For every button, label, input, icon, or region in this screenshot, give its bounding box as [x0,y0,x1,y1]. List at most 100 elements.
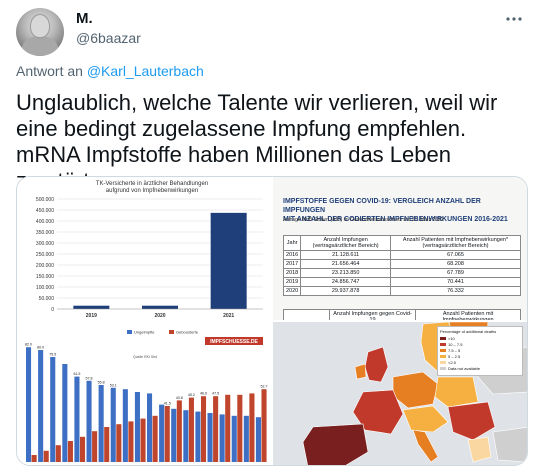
media-image-4[interactable]: Percentage of additional deaths >10 10 – … [273,322,527,465]
author-handle[interactable]: @6baazar [76,30,141,46]
chart1-bar [210,212,247,309]
chart3-legend-swatch-blue [127,330,132,334]
chart3-bar-unvaccinated [26,347,32,462]
avatar[interactable] [16,8,64,56]
vaccination-table-footer: Anzahl Impfungen gegen Covid-19 Anzahl P… [283,309,521,320]
table-footer-row: Anzahl Impfungen gegen Covid-19 Anzahl P… [283,309,521,320]
chart3-bar-unvaccinated [134,392,140,462]
table-cell-year: 2016 [282,250,302,260]
chart3-label-unvaccinated: 55.8 [98,381,105,385]
table-title-line1: IMPFSTOFFE GEGEN COVID-19: VERGLEICH ANZ… [283,198,481,214]
chart1-title: TK-Versicherte in ärztlicher Behandlunge… [57,181,247,195]
map-legend-label: >10 [448,336,455,341]
map-legend-swatch [440,367,446,370]
reply-context: Antwort an @Karl_Lauterbach [16,63,204,79]
chart3-bar-unvaccinated [86,380,92,462]
chart3-bar-boosted [67,441,73,462]
table-row: 2017 21.656.464 68.208 [282,259,521,269]
map-legend-label: 5 – 2.5 [448,354,461,359]
chart3-bar-unvaccinated [243,415,249,462]
table-row: 2016 21.128.611 67.065 [282,250,521,260]
table-header-patients: Anzahl Patienten mit Impfnebenwirkungen*… [390,235,521,251]
chart3-bar-boosted [261,389,267,462]
table-cell-year: 2018 [282,268,302,278]
table-cell-patients: 67.065 [390,250,521,260]
map-legend-item: 10 – 7.5 [440,342,520,348]
chart3-label-unvaccinated: 82.0 [25,343,32,347]
chart1-ytick: 300.000 [36,241,54,247]
chart3-bar-unvaccinated [122,389,128,462]
chart3-bar-unvaccinated [231,415,237,462]
chart3-bar-unvaccinated [110,387,116,462]
map-legend: Percentage of additional deaths >10 10 – … [437,326,523,376]
table-cell-year: 2019 [282,277,302,287]
author-name[interactable]: M. [76,10,93,27]
chart1-svg: 500.000 450.000 400.000 350.000 300.000 250.0… [36,197,263,319]
table-footer-left: Anzahl Impfungen gegen Covid-19 [328,309,417,320]
map-legend-label: Data not available [448,366,481,371]
table-cell-year: 2020 [282,286,302,296]
chart3-bar-boosted [152,415,158,462]
chart3-bar-unvaccinated [147,393,153,462]
reply-prefix: Antwort an [16,63,83,79]
chart3-bar-boosted [225,394,231,462]
chart3-label-boosted: 43.8 [176,396,183,400]
chart3-bar-boosted [104,427,110,462]
chart3-bar-boosted [128,421,134,462]
table-cell-patients: 68.208 [390,259,521,269]
table-subtitle: Anfrage MdB Sichert (AfD) im Gesundheits… [283,217,444,223]
chart1-ytick: 200.000 [36,263,54,269]
table-header-year: Jahr [282,235,302,251]
chart3-bar-boosted [200,396,207,462]
media-image-3[interactable]: 82.0 80.0 75.5 61.5 57.8 55.8 53.1 41.5 43.8 45.2… [17,322,271,465]
chart1-ytick: 500.000 [36,197,54,203]
chart1-xtick: 2020 [154,313,165,319]
map-legend-title: Percentage of additional deaths [440,329,497,334]
table-cell-vaccinations: 21.128.611 [300,250,392,260]
table-footer-empty [283,309,330,320]
table-title-line2: MIT ANZAHL DER CODIERTEN IMPFNEBENWIRKUN… [283,216,508,223]
media-image-2[interactable]: IMPFSTOFFE GEGEN COVID-19: VERGLEICH ANZ… [273,177,527,320]
chart3-label-boosted: 52.7 [261,385,268,389]
chart3-label-unvaccinated: 75.5 [49,353,56,357]
chart3-bar-unvaccinated [38,350,44,462]
vaccination-table: Jahr Anzahl Impfungen (vertragsärztliche… [282,235,521,296]
map-legend-item: 7.5 – 5 [440,348,520,354]
table-row: 2020 29.937.878 76.332 [282,286,521,296]
chart3-bar-unvaccinated [50,357,56,462]
chart3-bar-boosted [31,455,37,462]
map-legend-swatch [440,349,446,352]
chart3-bar-unvaccinated [159,404,165,462]
chart3-label-boosted: 45.2 [188,393,195,397]
map-legend-swatch [440,355,446,358]
chart3-label-boosted: 41.5 [164,402,171,406]
reply-user-link[interactable]: @Karl_Lauterbach [86,63,204,79]
chart3-bar-unvaccinated [62,364,68,462]
media-image-1[interactable]: TK-Versicherte in ärztlicher Behandlunge… [17,177,271,320]
chart3-label-unvaccinated: 53.1 [110,383,117,387]
chart1-bar [73,305,110,309]
chart3-bar-unvaccinated [183,410,189,462]
table-row: 2019 24.856.747 70.441 [282,277,521,287]
media-grid[interactable]: TK-Versicherte in ärztlicher Behandlunge… [16,176,528,466]
chart3-bar-unvaccinated [74,376,80,462]
table-cell-patients: 76.332 [390,286,521,296]
chart3-label-unvaccinated: 57.8 [86,376,93,380]
map-legend-label: 7.5 – 5 [448,348,461,353]
chart1-title-line1: TK-Versicherte in ärztlicher Behandlunge… [95,181,209,187]
chart1-xtick: 2019 [86,313,97,319]
chart3-bar-boosted [79,436,86,462]
chart3-legend-swatch-red [169,330,174,334]
chart1-ytick: 50.000 [39,296,55,302]
chart1-title-line2: aufgrund von Impfnebenwirkungen [105,188,199,194]
chart3-bar-unvaccinated [255,417,261,462]
avatar-head [30,14,50,38]
chart3-bar-boosted [116,424,122,462]
chart3-bar-boosted [249,393,255,462]
chart3-bar-boosted [164,406,170,462]
tweet-header: M. @6baazar [16,8,528,56]
more-horizontal-icon[interactable] [502,12,526,32]
table-cell-patients: 67.789 [390,268,521,278]
table-cell-year: 2017 [282,259,302,269]
chart3-bar-boosted [237,394,243,462]
